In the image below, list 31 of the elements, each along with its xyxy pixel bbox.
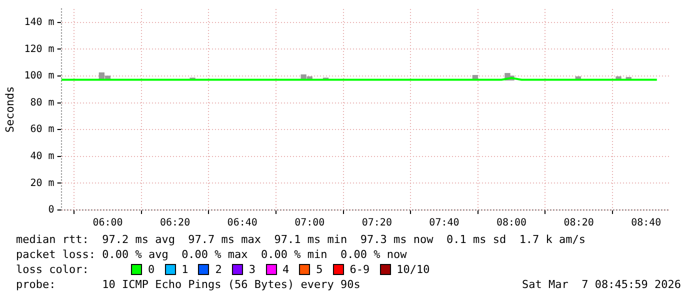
x-tick-label: 06:20 [160, 218, 190, 229]
y-axis-title: Seconds [3, 86, 16, 133]
legend-label: 4 [282, 262, 290, 277]
x-tick-label: 08:00 [496, 218, 527, 229]
x-tick-label: 06:40 [227, 218, 258, 229]
legend-label: 5 [316, 262, 323, 277]
y-tick-label: 140 m [24, 16, 54, 28]
x-tick-label: 07:40 [429, 218, 460, 229]
y-tick-label: 0 [48, 204, 54, 216]
legend-label: 2 [215, 262, 222, 277]
legend-label: 6-9 [350, 262, 370, 277]
x-tick-label: 07:20 [362, 218, 392, 229]
y-tick-label: 40 m [30, 150, 54, 162]
legend-label: 3 [248, 262, 256, 277]
legend-label: 10/10 [396, 262, 430, 277]
text: probe: 10 ICMP Echo Pings (56 Bytes) every 90s [16, 277, 360, 292]
x-tick-label: 06:00 [92, 218, 123, 229]
text: packet loss: 0.00 % avg 0.00 % max 0.00 % min 0.00 % now [16, 247, 408, 262]
x-tick-label: 08:40 [631, 218, 662, 229]
y-tick-label: 100 m [24, 70, 54, 82]
text: Sat Mar 7 08:45:59 2026 [522, 277, 681, 292]
legend-label: 1 [182, 262, 188, 277]
x-tick-label: 07:00 [294, 218, 325, 229]
x-tick-label: 08:20 [564, 218, 594, 229]
text: median rtt: 97.2 ms avg 97.7 ms max 97.1 ms min 97.3 ms now 0.1 ms sd 1.7 k am/s [16, 232, 587, 247]
y-tick-label: 60 m [30, 124, 54, 136]
legend-label: 0 [148, 262, 155, 277]
y-tick-label: 20 m [30, 178, 54, 189]
y-tick-label: 80 m [30, 97, 54, 108]
legend-title: loss color: [16, 262, 90, 277]
y-tick-label: 120 m [24, 44, 54, 55]
